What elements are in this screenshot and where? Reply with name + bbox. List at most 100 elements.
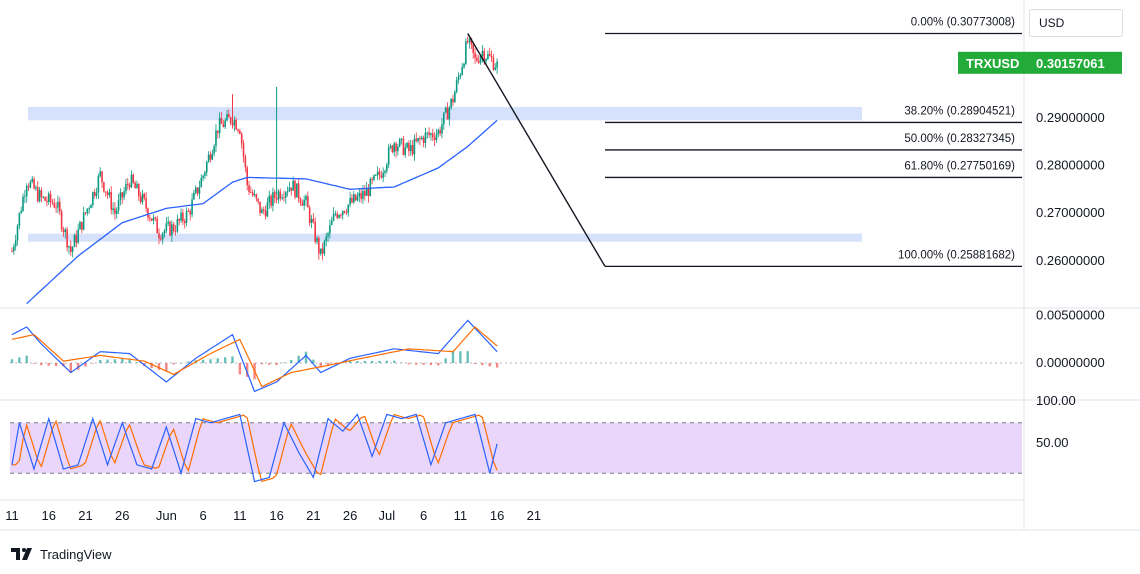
candle-bear: [114, 208, 116, 214]
macd-histogram-bar-positive: [231, 356, 234, 364]
candle-bear: [312, 218, 315, 223]
stochastic-panel[interactable]: [10, 413, 1022, 483]
price-label-box: [958, 51, 1122, 74]
macd-histogram-bar-negative: [488, 363, 491, 367]
candle-bull: [272, 192, 274, 206]
candle-bull: [319, 248, 322, 254]
candle-bull: [362, 191, 364, 199]
candle-bear: [340, 215, 342, 216]
candle-bull: [292, 180, 294, 191]
candle-bull: [171, 224, 173, 236]
tradingview-logo[interactable]: TradingView: [11, 545, 112, 563]
macd-histogram-bar-positive: [459, 351, 462, 364]
candle-bull: [310, 218, 313, 223]
time-tick-label: 26: [115, 508, 129, 523]
candle-bull: [13, 246, 15, 252]
candle-bear: [299, 198, 302, 203]
macd-histogram-bar-positive: [363, 360, 366, 364]
candle-bear: [380, 175, 383, 178]
macd-histogram-bar-positive: [393, 360, 396, 364]
candle-bull: [325, 236, 328, 241]
candle-bear: [415, 138, 418, 142]
candle-bull: [194, 187, 197, 193]
candle-bull: [22, 196, 24, 212]
candle-bear: [275, 197, 278, 200]
candle-bull: [426, 132, 429, 134]
candle-bull: [31, 178, 34, 182]
candle-bull: [108, 192, 111, 196]
candle-bull: [115, 210, 118, 214]
axes-group: 0.310000000.290000000.280000000.27000000…: [0, 0, 1140, 531]
macd-histogram-bar-positive: [348, 361, 352, 364]
candle-bull: [481, 51, 484, 57]
macd-panel[interactable]: [10, 319, 1022, 393]
candle-bull: [296, 183, 298, 198]
macd-histogram-bar-positive: [128, 358, 131, 364]
candle-bull: [92, 192, 94, 205]
candle-bull: [338, 215, 340, 218]
candle-bull: [205, 161, 208, 173]
candle-bull: [330, 220, 333, 226]
candle-bull: [461, 67, 463, 75]
candle-bull: [404, 147, 407, 155]
time-tick-label: 21: [306, 508, 320, 523]
candle-bear: [270, 195, 272, 206]
candle-bear: [187, 210, 190, 212]
fibonacci-level-label: 50.00% (0.28327345): [904, 133, 1015, 145]
candle-bull: [373, 175, 375, 180]
time-tick-label: Jun: [156, 508, 177, 523]
candle-bull: [82, 212, 85, 230]
candle-bear: [297, 183, 300, 199]
candle-bull: [369, 178, 372, 197]
time-tick-label: 11: [454, 508, 468, 523]
candle-bear: [169, 221, 171, 236]
support-resistance-zone: [28, 233, 862, 242]
candle-bull: [57, 201, 59, 208]
candle-bull: [191, 199, 193, 215]
candle-bear: [53, 203, 56, 208]
time-tick-label: 21: [527, 508, 541, 523]
candle-bull: [413, 138, 416, 155]
candle-bull: [352, 194, 355, 203]
candle-bear: [235, 119, 237, 130]
candle-bear: [134, 182, 136, 189]
candle-bear: [33, 178, 35, 189]
candle-bear: [128, 184, 131, 188]
candle-bull: [95, 192, 98, 196]
candle-bull: [167, 221, 169, 224]
candle-bull: [288, 187, 291, 192]
candle-bear: [262, 209, 265, 211]
candle-bear: [283, 197, 285, 199]
candle-bull: [207, 154, 210, 162]
macd-histogram-bar-positive: [356, 361, 359, 364]
candle-bear: [154, 217, 157, 219]
signal-line: [11, 326, 498, 388]
candle-bull: [71, 246, 74, 252]
candle-bull: [35, 187, 37, 189]
candle-bull: [286, 191, 289, 193]
candle-bull: [18, 212, 21, 226]
candle-bull: [266, 202, 269, 217]
macd-histogram-bar-negative: [238, 363, 242, 375]
currency-button[interactable]: USD: [1029, 9, 1123, 37]
candle-bull: [393, 143, 395, 153]
candle-bear: [466, 41, 469, 43]
candle-bear: [121, 192, 124, 198]
tradingview-logo-icon: [11, 548, 32, 560]
candle-bull: [185, 210, 188, 223]
candle-bear: [433, 137, 436, 141]
candle-bear: [81, 221, 83, 230]
price-panel[interactable]: 0.00% (0.30773008) 38.20% (0.28904521) 50.…: [11, 16, 1022, 305]
candle-bull: [437, 130, 440, 135]
candle-bear: [51, 201, 54, 204]
candle-bull: [64, 229, 67, 233]
macd-histogram-bar-negative: [422, 363, 425, 365]
candle-bear: [371, 178, 373, 180]
candle-bear: [470, 38, 473, 45]
candle-bull: [112, 208, 114, 210]
fibonacci-level-label: 61.80% (0.27750169): [904, 160, 1015, 172]
candle-bull: [487, 53, 489, 59]
candle-bear: [44, 196, 46, 201]
candle-bull: [136, 184, 138, 189]
candle-bear: [11, 251, 13, 253]
